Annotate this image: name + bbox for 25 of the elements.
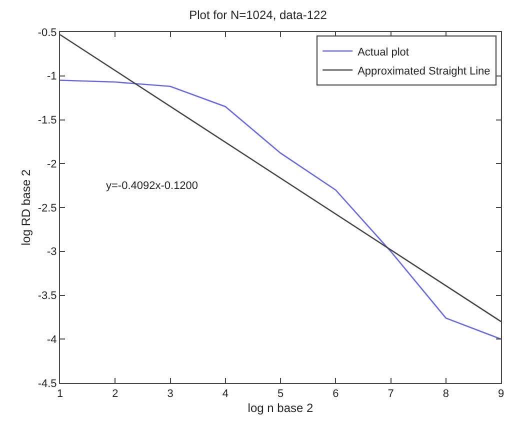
x-tick-label: 2 [112,388,118,400]
y-tick-label: -0.5 [38,26,57,39]
x-tick-label: 4 [222,388,228,400]
x-tick-label: 5 [277,388,284,400]
x-axis-title: log n base 2 [248,401,314,416]
y-tick-label: -4.5 [38,378,57,390]
line-series [60,80,501,340]
x-tick-label: 8 [442,388,449,400]
legend-label: Actual plot [358,46,409,58]
y-tick-label: -1.5 [38,114,57,127]
chart-title: Plot for N=1024, data-122 [189,8,328,22]
y-tick-label: -2.5 [38,202,57,214]
x-tick-label: 1 [56,388,64,400]
x-tick-label: 9 [498,388,504,400]
x-tick-label: 3 [167,388,174,400]
legend-label: Approximated Straight Line [358,65,490,78]
y-tick-label: -3 [47,246,57,258]
annotation: y=-0.4092x-0.1200 [106,180,198,192]
x-tick-label: 7 [388,388,394,400]
y-tick-label: -2 [47,158,57,170]
x-tick-label: 6 [332,388,339,400]
y-axis-title: log RD base 2 [19,169,34,246]
y-tick-label: -4 [47,334,57,346]
y-tick-label: -1 [47,70,57,83]
y-tick-label: -3.5 [38,290,57,302]
